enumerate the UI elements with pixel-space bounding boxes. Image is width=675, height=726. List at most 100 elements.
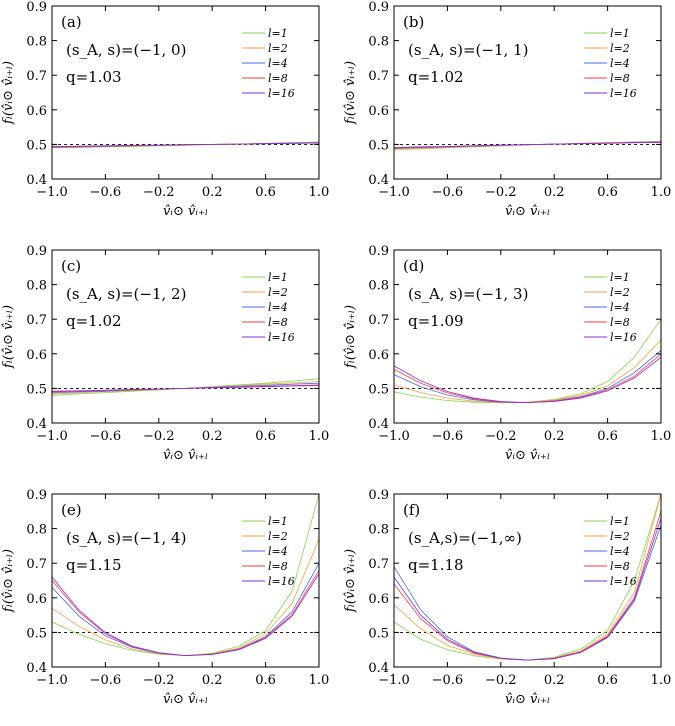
x-tick-label: 0.6 <box>255 429 276 444</box>
q-value: q=1.02 <box>408 68 464 86</box>
legend: l=1 l=2 l=4 l=8 l=16 <box>242 271 295 344</box>
x-tick-label: −0.6 <box>90 429 122 444</box>
x-tick-label: 0.2 <box>544 429 565 444</box>
y-tick-label: 0.9 <box>26 488 47 503</box>
y-tick-label: 0.5 <box>368 382 389 397</box>
legend-label-l16: l=16 <box>610 575 637 588</box>
legend: l=1 l=2 l=4 l=8 l=16 <box>584 515 637 588</box>
legend-label-l4: l=4 <box>610 301 630 314</box>
x-tick-label: −0.6 <box>90 185 122 200</box>
y-tick-label: 0.6 <box>368 104 389 119</box>
x-tick-label: 0.6 <box>597 185 618 200</box>
x-tick-label: 0.6 <box>597 429 618 444</box>
param-text: (s_A, s)=(−1, 1) <box>408 41 528 59</box>
x-axis-title: v̂ᵢ⊙ v̂ᵢ₊ₗ <box>163 692 208 707</box>
series-line-l1 <box>51 378 320 396</box>
legend-label-l1: l=1 <box>610 515 630 528</box>
series-line-l16 <box>393 518 662 661</box>
x-tick-label: 1.0 <box>651 185 672 200</box>
x-tick-label: −0.2 <box>485 429 517 444</box>
y-axis-title: fₗ(v̂ᵢ⊙ v̂ᵢ₊ₗ) <box>1 549 16 613</box>
legend-label-l16: l=16 <box>610 331 637 344</box>
panel-a: −1.0 −0.6 −0.2 0.2 0.6 1.0 0.4 0.5 0.6 0.7 0.8 0.9 v… <box>1 0 329 219</box>
plot-frame <box>51 249 320 424</box>
y-axis-title: fₗ(v̂ᵢ⊙ v̂ᵢ₊ₗ) <box>1 61 16 125</box>
y-tick-label: 0.9 <box>368 0 389 15</box>
series-line-l16 <box>393 141 662 148</box>
legend: l=1 l=2 l=4 l=8 l=16 <box>242 515 295 588</box>
x-tick-label: −1.0 <box>378 673 410 688</box>
series-line-l16 <box>51 573 320 657</box>
x-tick-label: −0.6 <box>432 429 464 444</box>
param-text: (s_A, s)=(−1, 2) <box>66 285 186 303</box>
y-tick-label: 0.5 <box>368 138 389 153</box>
legend-label-l1: l=1 <box>610 27 630 40</box>
x-tick-label: −1.0 <box>36 185 68 200</box>
q-value: q=1.03 <box>66 68 122 86</box>
legend: l=1 l=2 l=4 l=8 l=16 <box>584 27 637 100</box>
y-tick-label: 0.4 <box>26 661 47 676</box>
legend: l=1 l=2 l=4 l=8 l=16 <box>584 271 637 344</box>
y-tick-label: 0.7 <box>26 69 47 84</box>
x-axis-title: v̂ᵢ⊙ v̂ᵢ₊ₗ <box>163 448 208 463</box>
x-axis-title: v̂ᵢ⊙ v̂ᵢ₊ₗ <box>163 204 208 219</box>
panel-f: −1.0 −0.6 −0.2 0.2 0.6 1.0 0.4 0.5 0.6 0.7 0.8 0.9 v… <box>343 488 671 707</box>
legend-label-l2: l=2 <box>268 42 288 55</box>
x-tick-label: −0.2 <box>485 185 517 200</box>
y-axis-title: fₗ(v̂ᵢ⊙ v̂ᵢ₊ₗ) <box>343 549 358 613</box>
y-tick-label: 0.5 <box>368 626 389 641</box>
q-value: q=1.02 <box>66 312 122 330</box>
y-tick-label: 0.8 <box>368 35 389 50</box>
legend-label-l1: l=1 <box>610 271 630 284</box>
param-text: (s_A,s)=(−1,∞) <box>408 529 522 547</box>
legend-label-l16: l=16 <box>610 87 637 100</box>
y-tick-label: 0.8 <box>26 279 47 294</box>
legend-label-l16: l=16 <box>268 331 295 344</box>
y-axis-title: fₗ(v̂ᵢ⊙ v̂ᵢ₊ₗ) <box>343 305 358 369</box>
plot-frame <box>393 5 662 180</box>
x-tick-label: 1.0 <box>309 673 330 688</box>
y-tick-label: 0.4 <box>26 417 47 432</box>
x-tick-label: −1.0 <box>36 673 68 688</box>
panel-d: −1.0 −0.6 −0.2 0.2 0.6 1.0 0.4 0.5 0.6 0.7 0.8 0.9 v… <box>343 244 671 463</box>
legend-label-l2: l=2 <box>610 530 630 543</box>
q-value: q=1.09 <box>408 312 464 330</box>
x-tick-label: −0.6 <box>432 673 464 688</box>
y-tick-label: 0.9 <box>368 244 389 259</box>
legend-label-l4: l=4 <box>268 57 288 70</box>
param-text: (s_A, s)=(−1, 0) <box>66 41 186 59</box>
x-tick-label: 0.6 <box>597 673 618 688</box>
y-tick-label: 0.7 <box>368 313 389 328</box>
y-tick-label: 0.6 <box>26 104 47 119</box>
y-tick-label: 0.8 <box>368 523 389 538</box>
y-axis-title: fₗ(v̂ᵢ⊙ v̂ᵢ₊ₗ) <box>343 61 358 125</box>
plot-frame <box>51 493 320 668</box>
series-line-l16 <box>51 385 320 392</box>
panel-b: −1.0 −0.6 −0.2 0.2 0.6 1.0 0.4 0.5 0.6 0.7 0.8 0.9 v… <box>343 0 671 219</box>
legend-label-l4: l=4 <box>268 301 288 314</box>
param-text: (s_A, s)=(−1, 3) <box>408 285 528 303</box>
q-value: q=1.18 <box>408 556 464 574</box>
y-tick-label: 0.6 <box>368 348 389 363</box>
legend-label-l2: l=2 <box>610 286 630 299</box>
legend-label-l16: l=16 <box>268 575 295 588</box>
y-tick-label: 0.8 <box>26 523 47 538</box>
x-tick-label: −1.0 <box>378 185 410 200</box>
series-line-l2 <box>51 381 320 395</box>
legend-label-l8: l=8 <box>610 560 630 573</box>
x-tick-label: −0.6 <box>432 185 464 200</box>
legend-label-l2: l=2 <box>268 530 288 543</box>
x-tick-label: 0.6 <box>255 673 276 688</box>
y-tick-label: 0.7 <box>368 69 389 84</box>
legend-label-l8: l=8 <box>268 72 288 85</box>
legend-label-l8: l=8 <box>268 316 288 329</box>
y-tick-label: 0.9 <box>26 244 47 259</box>
x-tick-label: 0.2 <box>544 185 565 200</box>
y-tick-label: 0.4 <box>368 417 389 432</box>
x-axis-title: v̂ᵢ⊙ v̂ᵢ₊ₗ <box>505 448 550 463</box>
y-tick-label: 0.5 <box>26 626 47 641</box>
x-tick-label: 0.2 <box>544 673 565 688</box>
q-value: q=1.15 <box>66 556 122 574</box>
legend-label-l1: l=1 <box>268 271 288 284</box>
